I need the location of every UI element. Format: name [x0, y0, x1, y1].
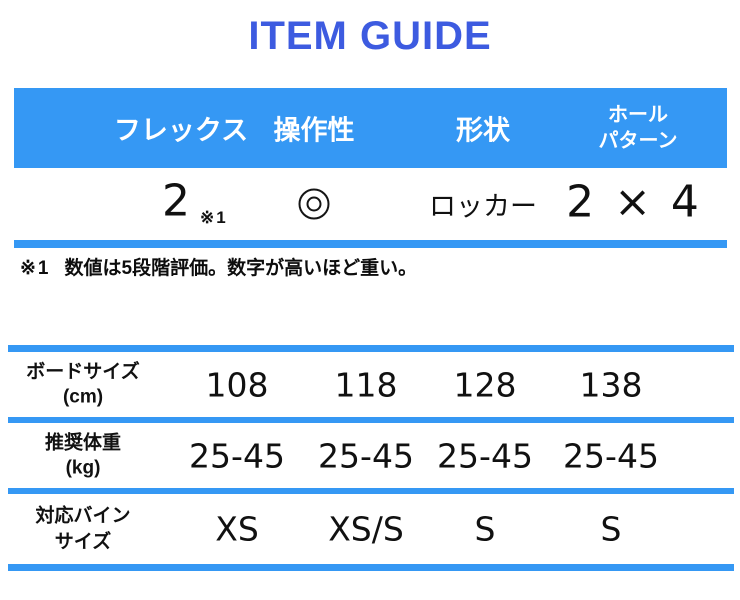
row-label-binding-size-line1: 対応バイン: [35, 505, 131, 527]
double-circle-icon: [298, 188, 330, 220]
col-header-shape: 形状: [456, 115, 510, 146]
col-header-operability: 操作性: [273, 115, 355, 146]
weight-value-4: 25-45: [563, 436, 659, 475]
row-label-recommended-weight-line1: 推奨体重: [44, 431, 122, 453]
col-header-hole-pattern-line1: ホール: [608, 104, 668, 126]
binding-size-value-3: S: [474, 509, 496, 549]
size-table-divider-top: [8, 345, 734, 352]
double-circle-inner: [306, 196, 322, 212]
spec-header-bar: フレックス 操作性 形状 ホール パターン: [14, 88, 727, 168]
board-size-value-3: 128: [453, 365, 517, 404]
binding-size-value-1: XS: [215, 509, 259, 549]
row-label-binding-size-line2: サイズ: [54, 531, 112, 552]
row-label-recommended-weight: 推奨体重 (kg): [45, 430, 121, 481]
footnote-marker: ※1: [20, 258, 51, 279]
row-label-board-size-line1: ボードサイズ: [26, 360, 140, 382]
page-title: ITEM GUIDE: [248, 14, 492, 58]
table-row-board-size: ボードサイズ (cm) 108 118 128 138: [0, 352, 740, 417]
col-header-hole-pattern: ホール パターン: [599, 102, 678, 154]
board-size-value-2: 118: [334, 365, 398, 404]
spec-values-row: 2 ※1 ロッカー 2 × 4: [0, 168, 740, 240]
shape-value: ロッカー: [429, 191, 537, 222]
table-row-binding-size: 対応バイン サイズ XS XS/S S S: [0, 494, 740, 564]
double-circle-outer: [298, 188, 330, 220]
size-table-divider-2: [8, 488, 734, 494]
flex-value: 2: [162, 175, 190, 227]
weight-value-1: 25-45: [189, 436, 285, 475]
weight-value-3: 25-45: [437, 436, 533, 475]
footnote-text: 数値は5段階評価。数字が高いほど重い。: [64, 258, 418, 279]
col-header-hole-pattern-line2: パターン: [598, 130, 678, 152]
hole-pattern-value: 2 × 4: [566, 176, 702, 228]
row-label-board-size: ボードサイズ (cm): [26, 359, 139, 410]
row-label-board-size-line2: (cm): [62, 386, 104, 408]
binding-size-value-4: S: [600, 509, 622, 549]
col-header-flex: フレックス: [113, 115, 249, 146]
size-table-divider-1: [8, 417, 734, 423]
binding-size-value-2: XS/S: [328, 509, 404, 549]
divider-under-spec: [14, 240, 727, 248]
flex-footnote-ref: ※1: [200, 208, 228, 227]
weight-value-2: 25-45: [318, 436, 414, 475]
row-label-recommended-weight-line2: (kg): [65, 457, 101, 479]
row-label-binding-size: 対応バイン サイズ: [35, 503, 130, 554]
board-size-value-1: 108: [205, 365, 269, 404]
footnote: ※1 数値は5段階評価。数字が高いほど重い。: [20, 253, 417, 280]
table-row-recommended-weight: 推奨体重 (kg) 25-45 25-45 25-45 25-45: [0, 423, 740, 488]
size-table-divider-bottom: [8, 564, 734, 571]
board-size-value-4: 138: [579, 365, 643, 404]
